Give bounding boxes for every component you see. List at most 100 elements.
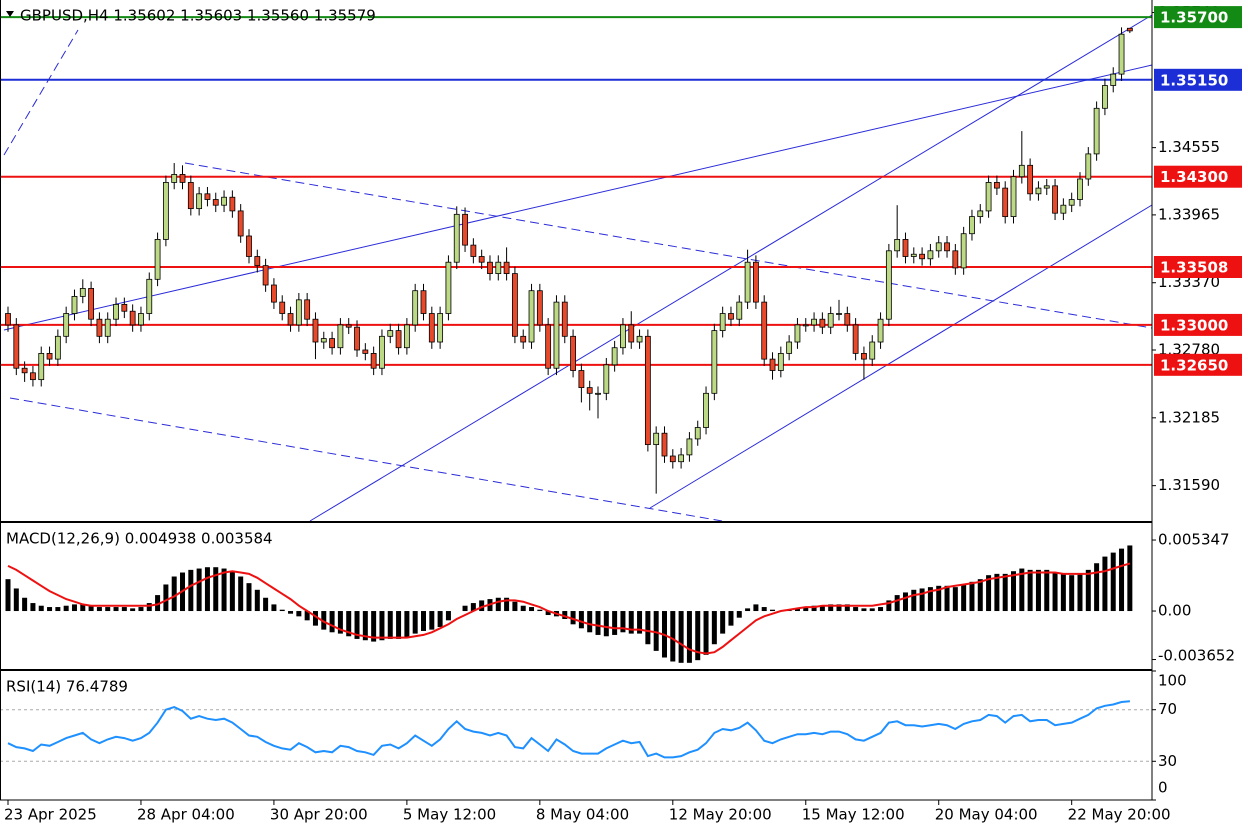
macd-bar (861, 608, 867, 612)
macd-bar (645, 611, 651, 645)
candle-body (1027, 164, 1034, 195)
y-tick-label: 1.31590 (1158, 476, 1220, 494)
candle-body (129, 310, 136, 326)
candle-body (811, 318, 817, 326)
candle-body (545, 324, 552, 369)
candle-body (204, 193, 211, 200)
candle-body (295, 299, 302, 326)
candle-body (935, 242, 942, 252)
macd-bar (961, 584, 967, 612)
candle-body (46, 353, 53, 360)
candle-body (570, 335, 576, 371)
candle-body (586, 387, 593, 394)
candle-body (861, 353, 867, 360)
macd-bar (105, 607, 111, 612)
x-tick-label: 28 Apr 04:00 (137, 806, 235, 824)
macd-bar (994, 573, 1000, 612)
y-tick-label: 1.32185 (1158, 408, 1220, 426)
macd-bar (803, 607, 809, 612)
macd-bar (121, 607, 127, 612)
macd-bar (138, 607, 144, 612)
candle-body (653, 432, 660, 446)
candle-body (1060, 204, 1067, 214)
menu-arrow[interactable] (6, 11, 14, 17)
trendlines (3, 14, 1153, 522)
macd-bar (113, 607, 119, 612)
candle-body (512, 273, 518, 337)
macd-bar (869, 608, 875, 612)
macd-bar (695, 611, 701, 661)
macd-bar (188, 569, 194, 612)
macd-bar (429, 611, 435, 630)
macd-bar (271, 604, 277, 612)
macd-bar (1052, 572, 1058, 612)
price-level-label: 1.33508 (1160, 258, 1228, 276)
candle-body (5, 313, 11, 326)
candle-body (927, 250, 934, 260)
macd-bar (545, 611, 551, 616)
macd-bar (130, 608, 136, 612)
candle-body (79, 288, 86, 297)
candle-body (88, 288, 94, 320)
macd-bar (371, 611, 377, 642)
macd-bar (254, 589, 260, 612)
candle-body (644, 335, 651, 446)
macd-bar (878, 607, 884, 612)
candle-body (578, 370, 585, 389)
candle-body (387, 330, 394, 337)
y-tick-label: 0.005347 (1158, 531, 1230, 549)
candle-body (611, 347, 618, 366)
candle-body (487, 261, 493, 275)
candle-body (146, 278, 153, 314)
macd-bar (703, 611, 709, 655)
candle-body (113, 303, 119, 320)
x-tick-label: 15 May 12:00 (802, 806, 905, 824)
candle-body (1118, 33, 1125, 75)
candle-body (38, 353, 45, 381)
macd-bar (628, 611, 634, 634)
candle-body (1093, 107, 1100, 155)
candle-body (412, 290, 419, 326)
candle-body (786, 341, 793, 354)
candle-body (354, 326, 360, 351)
x-tick-label: 23 Apr 2025 (4, 806, 97, 824)
macd-bar (1077, 573, 1083, 612)
macd-bar (603, 611, 609, 637)
macd-bar (512, 601, 518, 612)
macd-bar (421, 611, 426, 631)
rsi-line (7, 700, 1130, 759)
macd-bar (213, 567, 219, 612)
macd-bar (296, 611, 302, 617)
macd-bar (155, 595, 161, 612)
candle-body (379, 335, 385, 369)
macd-bar (844, 604, 850, 612)
macd-bar (828, 604, 834, 612)
macd-bar (620, 611, 626, 633)
plot: 1.357401.345551.339651.333701.327801.321… (0, 3, 1242, 824)
candle-body (279, 301, 286, 314)
macd-bar (977, 579, 983, 612)
macd-bar (819, 605, 825, 612)
candle-body (237, 210, 244, 237)
y-tick-label: 1.33965 (1158, 205, 1220, 223)
macd-bar (263, 597, 269, 612)
candle-body (221, 196, 227, 206)
macd-bar (595, 611, 601, 635)
candle-body (287, 313, 294, 326)
y-tick-label: -0.003652 (1158, 647, 1235, 665)
macd-bar (686, 611, 692, 663)
macd-bar (22, 597, 28, 612)
macd-bar (88, 605, 94, 612)
candle-body (1035, 187, 1042, 195)
macd-bar (728, 611, 734, 626)
candle-body (761, 301, 768, 360)
candle-body (154, 239, 161, 280)
macd-bar (853, 607, 859, 612)
x-tick-label: 5 May 12:00 (403, 806, 496, 824)
candle-body (1085, 153, 1092, 180)
macd-bar (362, 611, 368, 641)
candle-body (503, 261, 510, 275)
candle-body (1010, 176, 1017, 218)
macd-bar (986, 575, 992, 612)
macd-bar (1019, 568, 1025, 612)
